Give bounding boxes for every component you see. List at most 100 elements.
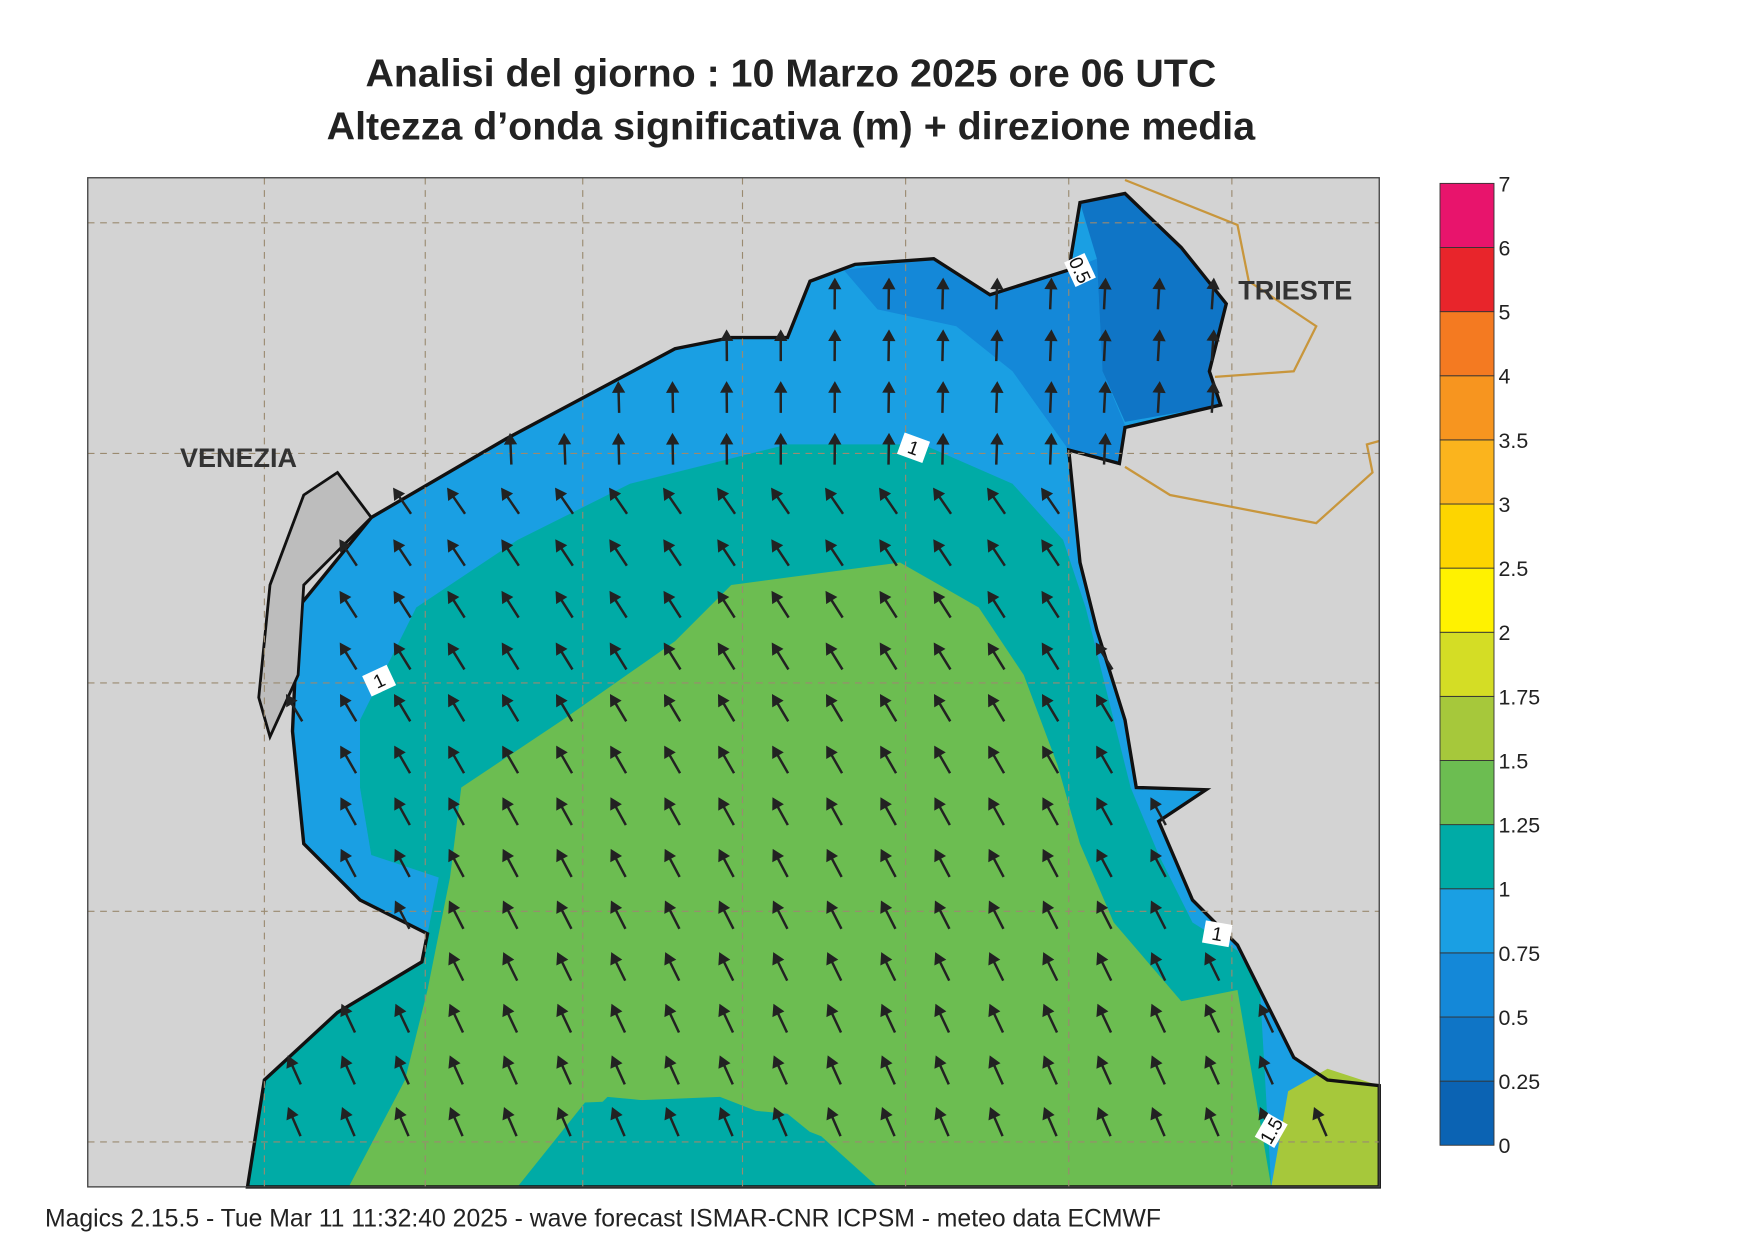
wave-arrow <box>1096 797 1113 826</box>
wave-arrow <box>555 642 574 671</box>
wave-arrow <box>610 848 627 878</box>
colorbar: 0 0.25 0.5 0.75 1 1.25 1.5 1.75 2 2.5 3 3.5 4 5 6 7 <box>1439 172 1541 1158</box>
wave-arrow <box>501 694 520 722</box>
contour-label-text: 1 <box>1210 924 1224 947</box>
wave-arrow <box>717 539 736 567</box>
wave-arrow <box>1096 1055 1112 1085</box>
wave-arrow <box>879 642 898 671</box>
wave-arrow <box>610 952 627 982</box>
wave-arrow <box>772 797 789 826</box>
wave-arrow <box>718 797 735 826</box>
wave-arrow <box>556 952 573 982</box>
wave-arrow <box>882 277 896 310</box>
wave-arrow <box>664 1003 681 1034</box>
wave-arrow <box>828 277 842 310</box>
colorbar-swatch <box>1439 1016 1495 1082</box>
wave-arrow <box>394 797 411 826</box>
wave-arrow <box>611 432 626 465</box>
colorbar-swatch <box>1439 1080 1495 1146</box>
wave-arrow <box>393 694 412 722</box>
wave-arrow <box>988 745 1006 774</box>
colorbar-tick-label: 3 <box>1499 493 1511 517</box>
wave-arrow <box>556 797 573 826</box>
sea-1.25-1.5 <box>348 562 1272 1187</box>
wave-arrow <box>1041 590 1060 619</box>
wave-arrow <box>828 329 842 362</box>
wave-arrow <box>934 745 952 774</box>
wave-arrow <box>1042 745 1060 774</box>
wave-arrow <box>718 1055 734 1085</box>
wave-arrow <box>1098 277 1112 310</box>
wave-arrow <box>879 487 899 515</box>
colorbar-tick-label: 6 <box>1499 236 1511 260</box>
contour-label-box <box>1202 920 1233 948</box>
wave-arrow <box>664 848 681 878</box>
wave-arrow <box>826 745 844 774</box>
wave-arrow <box>556 900 573 930</box>
wave-arrow <box>1152 329 1166 362</box>
wave-arrow <box>1041 487 1061 515</box>
wave-arrow <box>448 1003 465 1034</box>
wave-arrow <box>556 848 573 878</box>
wave-arrow <box>664 745 682 774</box>
wave-arrow <box>772 1107 788 1137</box>
wave-arrow <box>556 1107 572 1137</box>
colorbar-swatch <box>1439 503 1495 569</box>
wave-arrow <box>988 900 1005 930</box>
wave-arrow <box>987 694 1006 722</box>
wave-arrow <box>340 797 357 826</box>
wave-arrow <box>1150 1107 1166 1137</box>
colorbar-swatch <box>1439 888 1495 954</box>
wave-arrow <box>609 539 628 567</box>
wave-arrow <box>502 1107 518 1137</box>
wave-arrow <box>1042 797 1059 826</box>
colorbar-swatch <box>1439 824 1495 890</box>
wave-arrow <box>936 277 950 310</box>
wave-arrow <box>880 1055 896 1085</box>
wave-arrow <box>988 1107 1004 1137</box>
wave-arrow <box>285 694 304 722</box>
colorbar-tick-label: 3.5 <box>1499 429 1529 453</box>
colorbar-swatch <box>1439 182 1495 248</box>
wave-arrow <box>1206 381 1220 413</box>
wave-arrow <box>502 1055 518 1085</box>
colorbar-tick-label: 7 <box>1499 172 1511 196</box>
colorbar-swatch <box>1439 952 1495 1018</box>
colorbar-tick-label: 1.75 <box>1499 685 1541 709</box>
wave-arrow <box>933 694 952 722</box>
wave-arrow <box>718 900 735 930</box>
wave-arrow <box>448 848 465 878</box>
wave-arrow <box>879 590 898 619</box>
wave-arrow <box>394 900 411 930</box>
wave-arrow <box>774 329 788 362</box>
wave-arrow <box>556 1003 573 1034</box>
wave-arrow <box>771 642 790 671</box>
wave-arrow <box>394 1055 410 1085</box>
wave-arrow <box>718 1003 735 1034</box>
wave-arrow <box>880 900 897 930</box>
wave-arrow <box>394 848 411 878</box>
place-label: VENEZIA <box>180 443 297 473</box>
place-label: TRIESTE <box>1238 275 1352 305</box>
wave-arrow <box>1150 900 1167 930</box>
wave-arrow <box>988 1003 1005 1034</box>
colorbar-tick-label: 1.25 <box>1499 814 1541 838</box>
wave-arrow <box>772 848 789 878</box>
wave-arrow <box>448 745 466 774</box>
wave-arrow <box>988 797 1005 826</box>
wave-arrow <box>771 487 791 515</box>
wave-arrow <box>1044 277 1058 310</box>
wave-arrow <box>826 952 843 982</box>
wave-arrow <box>340 1055 356 1085</box>
wave-arrow <box>501 642 520 671</box>
wave-arrow <box>880 797 897 826</box>
wave-arrow <box>1044 329 1058 362</box>
wave-arrow <box>663 694 682 722</box>
wave-arrow <box>502 797 519 826</box>
wave-arrow <box>502 952 519 982</box>
wave-arrow <box>772 745 790 774</box>
wave-arrow <box>448 1055 464 1085</box>
wave-arrow <box>664 1055 680 1085</box>
wave-arrow <box>1042 1003 1059 1034</box>
